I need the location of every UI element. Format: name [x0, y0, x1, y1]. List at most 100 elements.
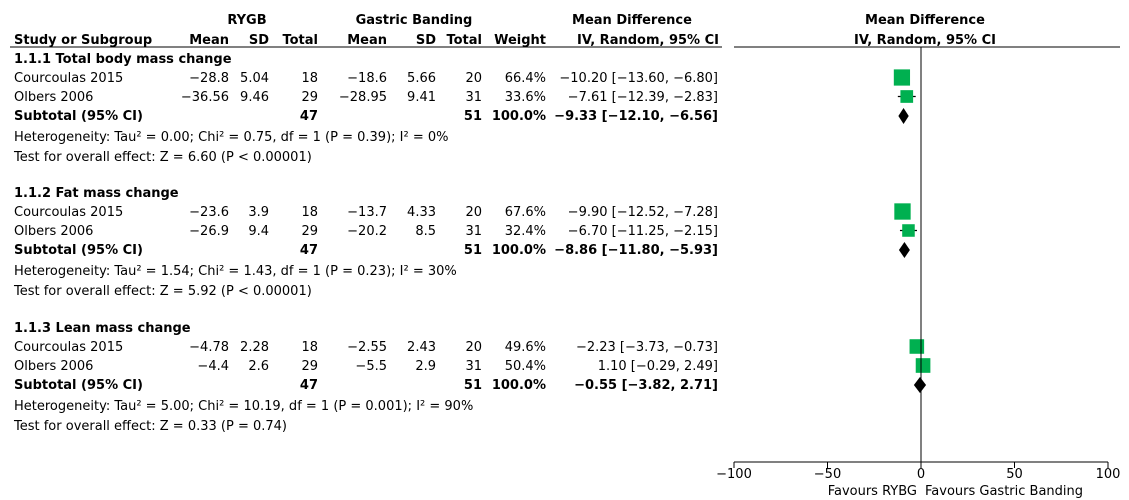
study-sd2: 5.66	[407, 71, 436, 86]
overall-effect-text: Test for overall effect: Z = 0.33 (P = 0…	[13, 419, 287, 434]
x-tick-label: 0	[917, 467, 925, 482]
study-name: Courcoulas 2015	[14, 340, 123, 355]
study-mean1: −4.4	[197, 359, 229, 374]
study-sd1: 2.28	[240, 340, 269, 355]
mean-difference-header: Mean Difference	[572, 13, 692, 28]
overall-effect-text: Test for overall effect: Z = 6.60 (P < 0…	[13, 150, 312, 165]
subtotal-ci: −0.55 [−3.82, 2.71]	[574, 378, 718, 393]
x-tick-label: 50	[1006, 467, 1023, 482]
study-sd1: 3.9	[248, 205, 269, 220]
study-weight: 67.6%	[505, 205, 546, 220]
study-total2: 31	[465, 90, 482, 105]
study-marker	[900, 90, 914, 103]
subtotal-ci: −9.33 [−12.10, −6.56]	[554, 109, 718, 124]
study-name: Courcoulas 2015	[14, 71, 123, 86]
subtotal-diamond	[898, 242, 910, 258]
subgroup-title: 1.1.2 Fat mass change	[14, 186, 179, 201]
x-tick-label: 100	[1096, 467, 1121, 482]
study-mean1: −23.6	[189, 205, 229, 220]
study-mean2: −20.2	[347, 224, 387, 239]
study-weight: 33.6%	[505, 90, 546, 105]
subtotal-label: Subtotal (95% CI)	[14, 378, 143, 393]
col-sd2-header: SD	[416, 33, 436, 48]
study-total2: 20	[465, 205, 482, 220]
study-total2: 31	[465, 359, 482, 374]
subtotal-weight: 100.0%	[492, 109, 546, 124]
study-marker	[902, 224, 915, 237]
study-sd2: 2.43	[407, 340, 436, 355]
study-mean2: −2.55	[347, 340, 387, 355]
heterogeneity-text: Heterogeneity: Tau² = 0.00; Chi² = 0.75,…	[14, 130, 448, 145]
plot-method: IV, Random, 95% CI	[854, 33, 996, 48]
study-ci: 1.10 [−0.29, 2.49]	[598, 359, 718, 374]
study-weight: 50.4%	[505, 359, 546, 374]
study-sd2: 2.9	[415, 359, 436, 374]
study-sd1: 9.4	[248, 224, 269, 239]
study-weight: 66.4%	[505, 71, 546, 86]
col-study-header: Study or Subgroup	[14, 33, 152, 48]
subtotal-total2: 51	[464, 378, 482, 393]
study-mean1: −4.78	[189, 340, 229, 355]
study-mean2: −18.6	[347, 71, 387, 86]
subtotal-diamond	[913, 377, 927, 393]
favours-left-label: Favours RYBG	[828, 484, 917, 499]
study-total2: 31	[465, 224, 482, 239]
subtotal-weight: 100.0%	[492, 378, 546, 393]
study-marker	[893, 69, 911, 86]
col-mean2-header: Mean	[347, 33, 387, 48]
study-mean1: −28.8	[189, 71, 229, 86]
study-weight: 49.6%	[505, 340, 546, 355]
study-sd1: 5.04	[240, 71, 269, 86]
subtotal-total1: 47	[300, 109, 318, 124]
study-mean1: −36.56	[181, 90, 229, 105]
group1-header: RYGB	[227, 13, 266, 28]
study-sd1: 9.46	[240, 90, 269, 105]
study-sd2: 4.33	[407, 205, 436, 220]
heterogeneity-text: Heterogeneity: Tau² = 5.00; Chi² = 10.19…	[14, 399, 473, 414]
col-sd1-header: SD	[249, 33, 269, 48]
subtotal-diamond	[898, 108, 909, 124]
study-total1: 18	[301, 340, 318, 355]
subgroup-title: 1.1.1 Total body mass change	[14, 52, 232, 67]
subtotal-label: Subtotal (95% CI)	[14, 243, 143, 258]
col-total2-header: Total	[446, 33, 482, 48]
col-total1-header: Total	[282, 33, 318, 48]
x-tick-label: −50	[814, 467, 841, 482]
overall-effect-text: Test for overall effect: Z = 5.92 (P < 0…	[13, 284, 312, 299]
study-total2: 20	[465, 340, 482, 355]
study-mean2: −28.95	[339, 90, 387, 105]
study-total2: 20	[465, 71, 482, 86]
study-weight: 32.4%	[505, 224, 546, 239]
subtotal-label: Subtotal (95% CI)	[14, 109, 143, 124]
study-mean2: −13.7	[347, 205, 387, 220]
study-total1: 29	[301, 224, 318, 239]
mean-difference-method: IV, Random, 95% CI	[577, 33, 719, 48]
heterogeneity-text: Heterogeneity: Tau² = 1.54; Chi² = 1.43,…	[14, 264, 457, 279]
study-ci: −6.70 [−11.25, −2.15]	[568, 224, 718, 239]
study-ci: −2.23 [−3.73, −0.73]	[576, 340, 718, 355]
study-total1: 18	[301, 205, 318, 220]
study-marker	[915, 358, 931, 373]
data-table: RYGB Gastric Banding Mean Difference Mean D…	[10, 13, 1120, 434]
study-mean1: −26.9	[189, 224, 229, 239]
subtotal-total2: 51	[464, 109, 482, 124]
plot-title: Mean Difference	[865, 13, 985, 28]
subtotal-total1: 47	[300, 243, 318, 258]
subtotal-weight: 100.0%	[492, 243, 546, 258]
study-total1: 18	[301, 71, 318, 86]
study-name: Olbers 2006	[14, 90, 93, 105]
study-sd2: 8.5	[415, 224, 436, 239]
forest-plot: −100 −50 0 50 100 Favours RYBG Favours Gastric…	[716, 47, 1120, 499]
study-sd1: 2.6	[248, 359, 269, 374]
study-name: Olbers 2006	[14, 224, 93, 239]
study-sd2: 9.41	[407, 90, 436, 105]
study-ci: −9.90 [−12.52, −7.28]	[568, 205, 718, 220]
study-total1: 29	[301, 90, 318, 105]
study-name: Olbers 2006	[14, 359, 93, 374]
study-marker	[894, 203, 911, 220]
favours-right-label: Favours Gastric Banding	[925, 484, 1083, 499]
subtotal-ci: −8.86 [−11.80, −5.93]	[554, 243, 718, 258]
x-tick-label: −100	[716, 467, 752, 482]
subtotal-total2: 51	[464, 243, 482, 258]
